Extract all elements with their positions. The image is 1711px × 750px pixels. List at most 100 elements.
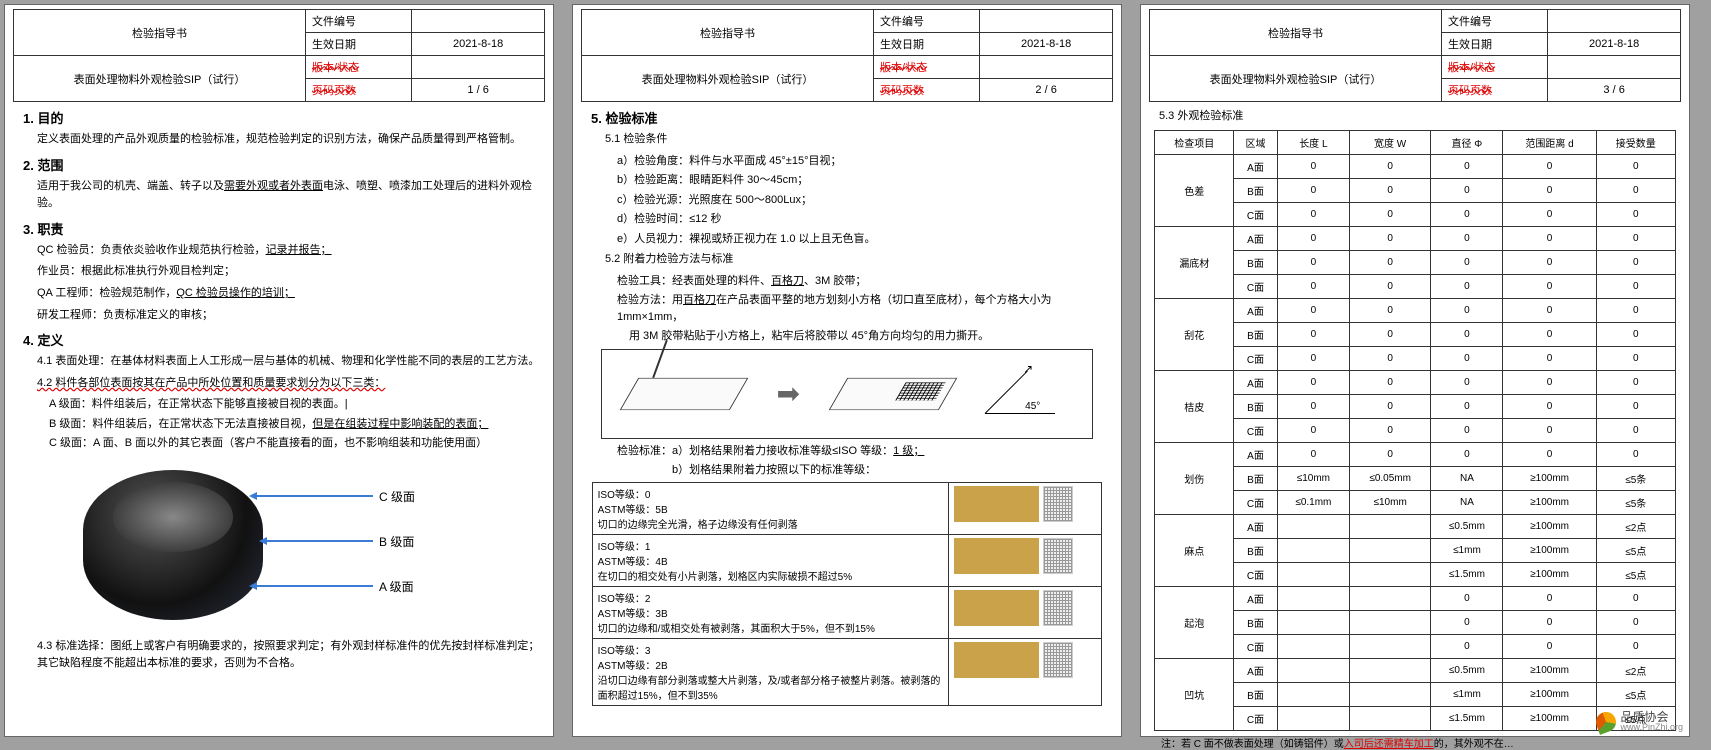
group-name-cell: 漏底材 xyxy=(1155,226,1234,298)
data-cell: 0 xyxy=(1431,226,1503,250)
hdr-effdate-label: 生效日期 xyxy=(306,33,412,56)
data-cell: A面 xyxy=(1234,658,1278,682)
data-cell: 0 xyxy=(1431,586,1503,610)
footer-note: 注：若 C 面不做表面处理（如铸铝件）或入司后还需精车加工的，其外观不在… xyxy=(1161,735,1681,750)
table-row: 刮花A面00000 xyxy=(1155,298,1675,322)
data-cell: C面 xyxy=(1234,274,1278,298)
data-cell: 0 xyxy=(1596,346,1675,370)
data-cell: A面 xyxy=(1234,514,1278,538)
data-cell: 0 xyxy=(1596,178,1675,202)
data-cell: 0 xyxy=(1503,634,1596,658)
label-b: B 级面 xyxy=(379,533,414,550)
data-cell: 0 xyxy=(1349,442,1431,466)
data-cell: 0 xyxy=(1277,202,1349,226)
data-cell: 0 xyxy=(1596,202,1675,226)
table-row: 凹坑A面≤0.5mm≥100mm≤2点 xyxy=(1155,658,1675,682)
data-cell xyxy=(1349,514,1431,538)
data-cell: 0 xyxy=(1431,418,1503,442)
data-cell xyxy=(1277,562,1349,586)
plane-grid xyxy=(828,378,957,410)
std-b: b）划格结果附着力按照以下的标准等级： xyxy=(617,462,1113,479)
table-row: B面≤10mm≤0.05mmNA≥100mm≤5条 xyxy=(1155,466,1675,490)
table-row: B面00000 xyxy=(1155,394,1675,418)
header-table: 检验指导书 文件编号 生效日期 2021-8-18 表面处理物料外观检验SIP（… xyxy=(13,9,545,102)
data-cell: 0 xyxy=(1277,370,1349,394)
data-cell: 0 xyxy=(1596,298,1675,322)
data-cell: 0 xyxy=(1349,322,1431,346)
hdr-docno-label: 文件编号 xyxy=(306,10,412,33)
sec1-text: 定义表面处理的产品外观质量的检验标准，规范检验判定的识别方法，确保产品质量得到严… xyxy=(37,131,545,149)
section-4-heading: 4. 定义 xyxy=(23,330,545,349)
data-cell: 0 xyxy=(1349,202,1431,226)
group-name-cell: 色差 xyxy=(1155,154,1234,226)
arrow-b xyxy=(263,540,373,542)
plane-blank xyxy=(620,378,749,410)
table-row: 划伤A面00000 xyxy=(1155,442,1675,466)
table-col-header: 区域 xyxy=(1234,130,1278,154)
iso-grade-table: ISO等级：0ASTM等级：5B切口的边缘完全光滑，格子边缘没有任何剥落 ISO… xyxy=(592,482,1103,706)
data-cell: 0 xyxy=(1431,442,1503,466)
data-cell: C面 xyxy=(1234,706,1278,730)
iso2-img xyxy=(949,586,1102,638)
data-cell: ≤0.1mm xyxy=(1277,490,1349,514)
data-cell: 0 xyxy=(1503,298,1596,322)
table-col-header: 宽度 W xyxy=(1349,130,1431,154)
data-cell: 0 xyxy=(1431,274,1503,298)
data-cell: 0 xyxy=(1277,394,1349,418)
iso0-img xyxy=(949,482,1102,534)
stylus-icon xyxy=(652,340,668,378)
table-col-header: 接受数量 xyxy=(1596,130,1675,154)
data-cell: 0 xyxy=(1431,634,1503,658)
cond-e: e）人员视力：裸视或矫正视力在 1.0 以上且无色盲。 xyxy=(617,231,1113,248)
data-cell: ≤5点 xyxy=(1596,562,1675,586)
data-cell: C面 xyxy=(1234,346,1278,370)
data-cell: ≥100mm xyxy=(1503,562,1596,586)
sec4-2c: C 级面：A 面、B 面以外的其它表面（客户不能直接看的面，也不影响组装和功能使… xyxy=(49,435,545,452)
watermark-logo-icon xyxy=(1594,709,1620,735)
data-cell: ≤10mm xyxy=(1277,466,1349,490)
data-cell: 0 xyxy=(1503,202,1596,226)
group-name-cell: 起泡 xyxy=(1155,586,1234,658)
data-cell xyxy=(1277,634,1349,658)
data-cell: B面 xyxy=(1234,394,1278,418)
sec4-2a: A 级面：料件组装后，在正常状态下能够直接被目视的表面。 xyxy=(49,396,545,413)
data-cell: 0 xyxy=(1596,610,1675,634)
data-cell: C面 xyxy=(1234,202,1278,226)
table-row: 起泡A面000 xyxy=(1155,586,1675,610)
data-cell: 0 xyxy=(1277,322,1349,346)
data-cell: 0 xyxy=(1277,298,1349,322)
data-cell: A面 xyxy=(1234,226,1278,250)
data-cell: 0 xyxy=(1349,178,1431,202)
data-cell: NA xyxy=(1431,490,1503,514)
table-row: B面≤1mm≥100mm≤5点 xyxy=(1155,682,1675,706)
data-cell xyxy=(1349,562,1431,586)
data-cell: ≤0.5mm xyxy=(1431,514,1503,538)
data-cell xyxy=(1277,538,1349,562)
data-cell: 0 xyxy=(1431,154,1503,178)
data-cell: 0 xyxy=(1431,178,1503,202)
table-row: 麻点A面≤0.5mm≥100mm≤2点 xyxy=(1155,514,1675,538)
data-cell: ≥100mm xyxy=(1503,538,1596,562)
data-cell: ≥100mm xyxy=(1503,682,1596,706)
data-cell: 0 xyxy=(1503,370,1596,394)
data-cell: ≤5条 xyxy=(1596,490,1675,514)
hdr-docno-val xyxy=(412,10,545,33)
section-1-heading: 1. 目的 xyxy=(23,108,545,127)
page-1: 检验指导书 文件编号 生效日期 2021-8-18 表面处理物料外观检验SIP（… xyxy=(4,4,554,737)
iso1-cell: ISO等级：1ASTM等级：4B在切口的相交处有小片剥落，划格区内实际破损不超过… xyxy=(592,534,949,586)
data-cell: 0 xyxy=(1431,250,1503,274)
hdr-page-label: 页码页数 xyxy=(306,79,412,102)
data-cell xyxy=(1349,682,1431,706)
grid-patch-icon xyxy=(895,382,945,400)
data-cell: 0 xyxy=(1503,442,1596,466)
section-3-heading: 3. 职责 xyxy=(23,219,545,238)
iso3-cell: ISO等级：3ASTM等级：2B沿切口边缘有部分剥落或整大片剥落，及/或者部分格… xyxy=(592,638,949,705)
data-cell: ≥100mm xyxy=(1503,490,1596,514)
data-cell xyxy=(1277,586,1349,610)
table-row: C面00000 xyxy=(1155,418,1675,442)
data-cell: B面 xyxy=(1234,610,1278,634)
section-2-heading: 2. 范围 xyxy=(23,155,545,174)
data-cell: 0 xyxy=(1431,322,1503,346)
table-row: C面≤1.5mm≥100mm≤5点 xyxy=(1155,562,1675,586)
header-subtitle: 表面处理物料外观检验SIP（试行） xyxy=(14,56,306,102)
